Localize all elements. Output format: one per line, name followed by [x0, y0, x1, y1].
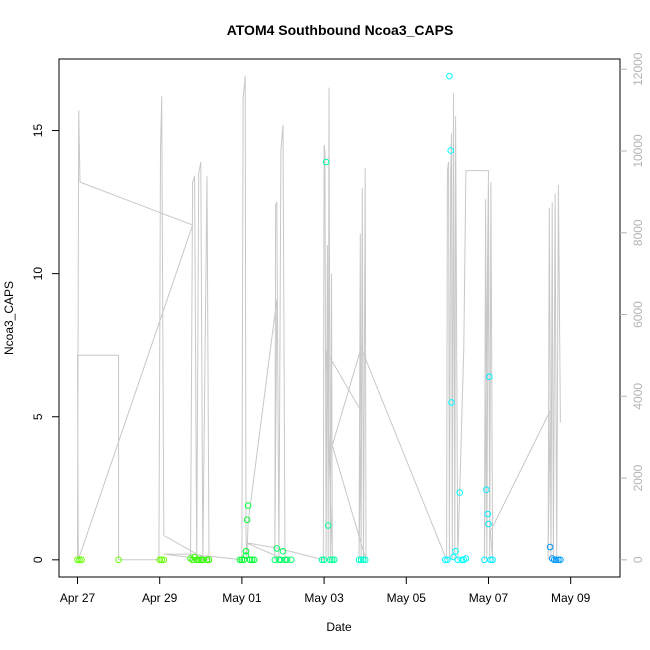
- data-point: [78, 556, 85, 564]
- data-point: [442, 556, 449, 564]
- data-point: [462, 555, 470, 562]
- y-tick-label: 15: [31, 124, 45, 138]
- data-point: [446, 72, 453, 80]
- data-point: [283, 556, 291, 564]
- data-point: [550, 556, 558, 564]
- data-point: [203, 556, 211, 564]
- data-point: [444, 556, 451, 564]
- data-point: [76, 556, 83, 564]
- data-point: [193, 556, 200, 564]
- data-point: [244, 502, 252, 509]
- y-axis: 0 5 10 15: [31, 124, 59, 563]
- data-point: [318, 556, 326, 564]
- data-point: [197, 556, 205, 564]
- data-point: [156, 556, 163, 564]
- y2-tick-label: 12000: [631, 52, 645, 86]
- data-point: [546, 543, 554, 551]
- y2-tick-label: 6000: [631, 301, 645, 328]
- data-point: [331, 556, 338, 564]
- data-point: [553, 556, 560, 564]
- data-point: [322, 158, 330, 166]
- data-point: [486, 373, 493, 381]
- x-axis: Apr 27 Apr 29 May 01 May 03 May 05 May 07 May …: [60, 577, 591, 605]
- data-point: [456, 489, 464, 496]
- x-tick-label: Apr 27: [60, 591, 96, 605]
- data-point: [236, 556, 244, 564]
- data-point: [357, 556, 365, 564]
- x-axis-label: Date: [326, 620, 352, 634]
- y2-tick-label: 0: [631, 556, 645, 563]
- line-series: [76, 76, 561, 561]
- data-point: [555, 556, 562, 564]
- data-point: [484, 510, 492, 518]
- data-point: [195, 556, 202, 564]
- data-point: [557, 556, 564, 564]
- y-tick-label: 10: [31, 267, 45, 281]
- x-tick-label: Apr 29: [142, 591, 178, 605]
- data-point: [458, 556, 466, 564]
- chart-title: ATOM4 Southbound Ncoa3_CAPS: [227, 22, 454, 38]
- data-point: [246, 556, 254, 564]
- data-point: [242, 552, 250, 559]
- data-point: [287, 556, 295, 564]
- data-point: [355, 556, 363, 564]
- data-point: [327, 556, 334, 564]
- data-point: [248, 556, 256, 564]
- data-point: [485, 520, 492, 528]
- data-point: [115, 556, 122, 564]
- x-tick-label: May 01: [222, 591, 262, 605]
- data-point: [158, 556, 165, 564]
- x-tick-label: May 03: [304, 591, 344, 605]
- data-point: [448, 399, 455, 406]
- point-series: [74, 72, 564, 564]
- data-point: [279, 547, 287, 555]
- data-point: [324, 522, 332, 529]
- data-point: [487, 556, 494, 564]
- y2-tick-label: 8000: [631, 219, 645, 246]
- y2-tick-label: 10000: [631, 134, 645, 168]
- data-point: [250, 556, 258, 564]
- data-point: [243, 516, 251, 524]
- y2-axis: 0 2000 4000 6000 8000 10000 12000: [620, 52, 645, 563]
- data-point: [281, 556, 289, 564]
- data-point: [447, 147, 455, 154]
- x-tick-label: May 07: [469, 591, 509, 605]
- data-point: [359, 556, 367, 564]
- plot-frame: [58, 58, 621, 578]
- series-line: [76, 76, 561, 561]
- x-tick-label: May 09: [551, 591, 591, 605]
- y2-tick-label: 2000: [631, 464, 645, 491]
- data-point: [199, 556, 207, 564]
- y2-tick-label: 4000: [631, 383, 645, 410]
- data-point: [329, 556, 336, 564]
- y-axis-label: Ncoa3_CAPS: [2, 281, 16, 355]
- data-point: [277, 556, 285, 564]
- data-point: [242, 547, 250, 555]
- data-point: [489, 556, 496, 564]
- data-point: [238, 556, 246, 564]
- data-point: [320, 556, 328, 564]
- y-tick-label: 0: [31, 556, 45, 563]
- data-point: [452, 547, 459, 555]
- x-tick-label: May 05: [387, 591, 427, 605]
- data-point: [160, 556, 168, 564]
- data-point: [361, 556, 369, 564]
- data-point: [273, 545, 281, 552]
- data-point: [74, 556, 81, 564]
- y-tick-label: 5: [31, 413, 45, 420]
- data-point: [483, 486, 490, 494]
- data-point: [205, 556, 213, 564]
